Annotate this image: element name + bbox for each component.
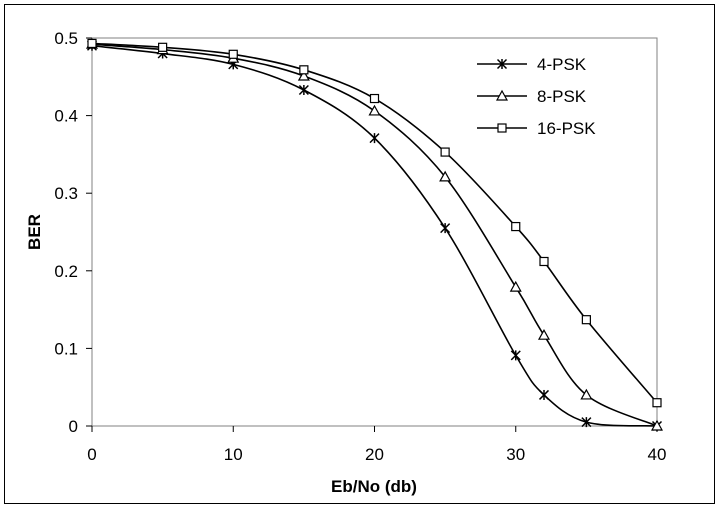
data-point-triangle: [580, 388, 593, 400]
data-point-star: [581, 417, 592, 428]
legend: 4-PSK 8-PSK 16-PSK: [477, 55, 596, 138]
data-point-triangle: [509, 280, 522, 292]
data-point-square: [440, 147, 450, 157]
legend-item: 16-PSK: [477, 119, 596, 138]
data-point-star: [538, 389, 550, 400]
legend-item: 8-PSK: [477, 87, 587, 106]
data-point-triangle: [368, 104, 381, 116]
y-tick-label: 0.1: [54, 339, 78, 358]
data-point-star: [440, 223, 451, 234]
legend-marker-triangle: [495, 89, 509, 101]
data-point-square: [158, 42, 168, 52]
data-point-star: [298, 84, 309, 96]
data-point-square: [369, 93, 380, 104]
x-tick-label: 10: [224, 445, 243, 464]
chart-frame: [4, 4, 715, 504]
legend-item: 4-PSK: [477, 55, 587, 74]
series-line: [91, 44, 658, 427]
x-tick-label: 40: [648, 445, 667, 464]
y-axis-title: BER: [25, 214, 44, 250]
data-point-square: [511, 221, 521, 232]
y-tick-label: 0.4: [54, 107, 78, 126]
data-point-square: [539, 256, 549, 267]
data-point-triangle: [297, 69, 310, 81]
legend-marker-square: [497, 123, 507, 133]
series-16-psk: [87, 38, 662, 408]
legend-label: 8-PSK: [537, 87, 587, 106]
x-axis-title: Eb/No (db): [331, 477, 417, 496]
data-point-square: [581, 315, 591, 325]
y-tick-label: 0.5: [54, 29, 78, 48]
data-point-triangle: [650, 419, 664, 431]
data-point-square: [652, 398, 662, 408]
legend-label: 16-PSK: [537, 119, 596, 138]
y-tick-label: 0.3: [54, 184, 78, 203]
data-point-square: [87, 38, 97, 49]
x-tick-label: 20: [365, 445, 384, 464]
x-tick-label: 0: [87, 445, 96, 464]
series-line: [91, 43, 658, 427]
x-tick-label: 30: [506, 445, 525, 464]
series-layer: [85, 37, 664, 432]
x-axis-ticks: 0 10 20 30 40: [87, 426, 666, 464]
data-point-star: [510, 350, 521, 361]
data-point-triangle: [537, 328, 551, 340]
legend-marker-star: [496, 58, 508, 70]
series-line: [91, 42, 658, 404]
y-tick-label: 0: [69, 417, 78, 436]
data-point-square: [299, 65, 309, 75]
y-axis-ticks: 0 0.1 0.2 0.3 0.4 0.5: [54, 29, 92, 436]
data-point-star: [369, 133, 380, 144]
legend-label: 4-PSK: [537, 55, 587, 74]
data-point-triangle: [439, 170, 452, 182]
data-point-square: [228, 49, 238, 59]
y-tick-label: 0.2: [54, 262, 78, 281]
